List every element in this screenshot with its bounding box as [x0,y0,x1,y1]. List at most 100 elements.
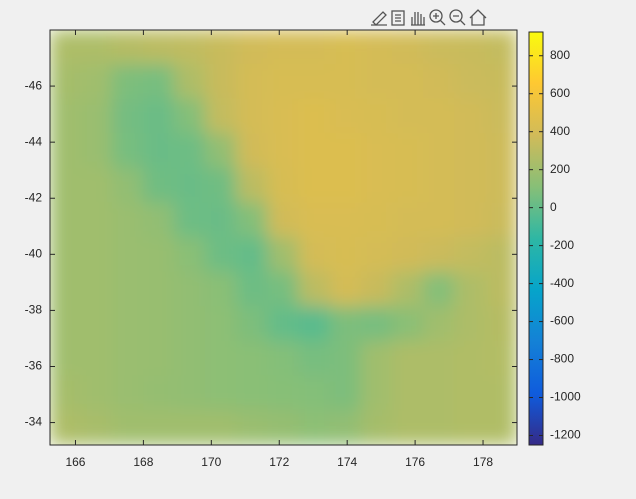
image-cell [142,167,176,204]
image-cell [360,202,393,238]
image-cell [267,202,300,238]
image-cell [236,64,269,100]
image-cell [329,375,362,411]
image-cell [360,375,393,411]
image-cell [80,306,113,342]
image-cell [329,237,362,273]
image-cell [454,306,487,342]
pan-button[interactable] [411,12,425,26]
image-cell [205,409,238,445]
y-tick-label: -44 [25,134,43,148]
image-cell [80,375,113,411]
colorbar-tick-label: 400 [550,124,570,138]
image-cell [329,306,362,342]
image-cell [236,98,269,135]
image-cell [80,133,113,169]
image-cell [391,202,425,238]
image-cell [142,271,176,308]
image-cell [454,409,487,445]
image-cell [205,167,238,204]
image-cell [360,409,393,445]
colorbar-tick-label: -600 [550,314,574,328]
x-tick-label: 172 [269,455,289,469]
image-cell [50,340,82,377]
image-cell [142,64,176,100]
image-cell [423,237,456,273]
image-cell [50,64,82,100]
image-cell [485,237,517,273]
zoom-in-button[interactable] [429,9,446,26]
image-cell [360,30,393,66]
colorbar-tick-label: 800 [550,48,570,62]
image-cell [142,409,176,445]
image-cell [236,271,269,308]
image-cell [111,237,144,273]
image-cell [111,202,144,238]
image-cell [298,237,331,273]
image-cell [298,167,331,204]
y-tick-label: -40 [25,246,43,260]
y-tick-label: -36 [25,359,43,373]
image-cell [329,202,362,238]
image-cell [423,167,456,204]
image-cell [298,64,331,100]
image-cell [267,409,300,445]
image-cell [80,202,113,238]
image-cell [391,133,425,169]
image-cell [236,167,269,204]
axes-box [49,29,518,446]
image-cell [485,98,517,135]
image-cell [80,271,113,308]
image-cell [391,64,425,100]
image-cell [174,237,207,273]
image-cell [360,167,393,204]
image-cell [391,167,425,204]
image-cell [142,30,176,66]
image-cell [205,64,238,100]
image-cell [205,271,238,308]
y-tick-label: -38 [25,303,43,317]
image-cell [205,237,238,273]
image-cell [50,271,82,308]
image-cell [111,306,144,342]
image-cell [267,133,300,169]
image-cell [50,237,82,273]
image-cell [298,271,331,308]
image-cell [423,64,456,100]
image-cell [391,30,425,66]
image-cell [329,271,362,308]
home-button[interactable] [469,9,487,26]
image-cell [423,202,456,238]
image-cell [50,375,82,411]
image-cell [485,271,517,308]
image-cell [174,340,207,377]
toolbar [371,9,487,26]
image-cell [298,340,331,377]
image-cell [360,237,393,273]
image-cell [360,64,393,100]
image-cell [111,64,144,100]
image-cells [50,30,517,445]
image-cell [205,340,238,377]
colorbar-tick-label: -400 [550,276,574,290]
image-cell [329,340,362,377]
image-cell [360,340,393,377]
image-cell [205,133,238,169]
zoom-out-button[interactable] [449,9,466,26]
image-cell [423,133,456,169]
brush-button[interactable] [371,11,387,26]
image-cell [423,98,456,135]
colorbar-tick-label: 200 [550,162,570,176]
legend-button[interactable] [391,10,405,26]
colorbar-tick-label: 600 [550,86,570,100]
image-cell [454,30,487,66]
image-cell [111,30,144,66]
image-cell [267,98,300,135]
image-cell [329,64,362,100]
image-cell [391,237,425,273]
image-cell [236,202,269,238]
x-tick-label: 174 [337,455,357,469]
image-cell [267,237,300,273]
y-tick-label: -46 [25,78,43,92]
